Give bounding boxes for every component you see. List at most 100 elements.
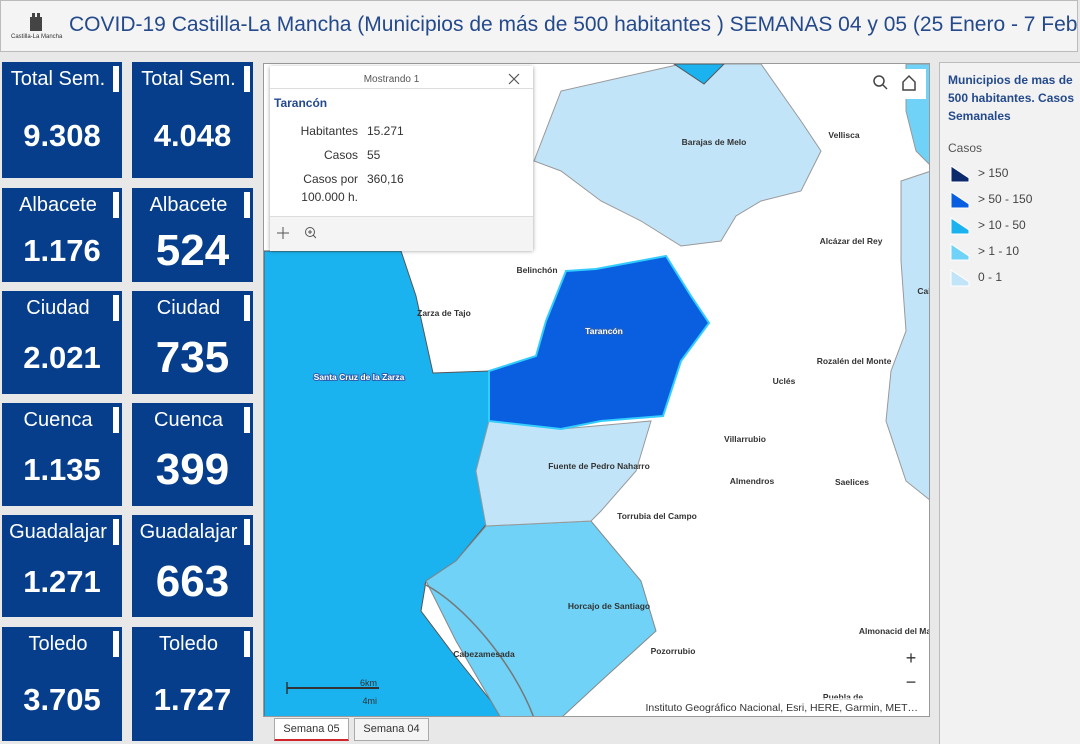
stat-title: Toledo [28, 633, 88, 655]
stat-title: Albacete [19, 194, 97, 216]
popup-header: Mostrando 1 [363, 74, 420, 85]
map-label: Fuente de Pedro Naharro [548, 461, 650, 471]
stat-card: Toledo 3.705 [2, 627, 122, 741]
legend-swatch [950, 217, 970, 235]
stat-title: Total Sem. 05 [141, 68, 236, 90]
region [533, 64, 822, 247]
map-label: Almonacid del Marc [859, 626, 930, 636]
attribution-bg [624, 698, 929, 716]
scrollbar [113, 192, 119, 218]
legend-label: > 50 - 150 [978, 192, 1033, 206]
field-label: Casos por 100.000 h. [301, 172, 358, 204]
popup-footer [270, 216, 533, 251]
stat-card: Guadalajar 663 [132, 515, 253, 617]
legend-subtitle: Casos [948, 141, 983, 155]
map-label: Zarza de Tajo [417, 308, 471, 318]
legend-title: Municipios de mas de 500 habitantes. Cas… [948, 73, 1075, 123]
stat-value: 1.176 [23, 232, 101, 268]
scale-label: 4mi [362, 696, 377, 706]
map-tools [866, 69, 926, 99]
legend-label: > 10 - 50 [978, 218, 1026, 232]
stat-card: Ciudad 735 [132, 291, 253, 394]
scrollbar [113, 66, 119, 92]
selected-region[interactable] [488, 254, 711, 431]
map-label: Cabezamesada [453, 649, 515, 659]
stat-card: Total Sem. 05 4.048 [132, 62, 253, 178]
stat-title: Cuenca [23, 409, 93, 431]
field-label: Casos [323, 148, 358, 162]
legend-label: > 150 [978, 166, 1009, 180]
stat-title: Total Sem. 04 [10, 68, 106, 90]
stat-value: 735 [155, 333, 230, 383]
map-label: Pozorrubio [651, 646, 696, 656]
stat-card: Guadalajar 1.271 [2, 515, 122, 617]
legend: Municipios de mas de 500 habitantes. Cas… [939, 62, 1080, 744]
region [885, 171, 929, 501]
road [423, 583, 535, 716]
legend-swatch [950, 165, 970, 183]
stat-card: Toledo 1.727 [132, 627, 253, 741]
tab[interactable]: Semana 05 [274, 718, 349, 741]
stat-value: 1.271 [23, 563, 101, 599]
stat-title: Guadalajar [9, 521, 107, 543]
stat-value: 9.308 [23, 117, 101, 153]
map-label: Villarrubio [724, 434, 766, 444]
stat-title: Guadalajar [139, 521, 238, 543]
tab[interactable]: Semana 04 [354, 718, 429, 741]
legend-swatch-shape [950, 217, 970, 235]
map-label: Barajas de Melo [682, 137, 747, 147]
scrollbar [113, 519, 119, 545]
zoom-in[interactable]: + [899, 647, 923, 671]
region [673, 64, 725, 85]
scrollbar [113, 295, 119, 321]
stat-card: Albacete 524 [132, 188, 253, 282]
stat-card: Cuenca 399 [132, 403, 253, 506]
stat-title: Ciudad [26, 297, 90, 319]
scrollbar [244, 407, 250, 433]
scrollbar [244, 519, 250, 545]
search-icon[interactable] [873, 75, 885, 87]
legend-swatch-shape [950, 191, 970, 209]
header: Castilla-La Mancha COVID-19 Castilla-La … [0, 0, 1080, 52]
stat-title: Albacete [149, 194, 228, 216]
map-label: Puebla de [823, 692, 863, 702]
map-label: Saelices [835, 477, 869, 487]
scrollbar [244, 192, 250, 218]
map-label: Tarancón [585, 326, 623, 336]
stat-card: Total Sem. 04 9.308 [2, 62, 122, 178]
divider [270, 88, 533, 89]
field-value: 360,16 [367, 172, 404, 186]
legend-swatch [950, 191, 970, 209]
popup-tools[interactable] [276, 226, 316, 242]
map-label: Horcajo de Santiago [568, 601, 650, 611]
region [475, 420, 652, 527]
popup: Mostrando 1 Tarancón Habitantes 15.271 Cas… [270, 66, 533, 251]
stat-card: Albacete 1.176 [2, 188, 122, 282]
stat-title: Toledo [159, 633, 218, 655]
field-label: Habitantes [300, 124, 358, 138]
search-icon [882, 84, 888, 90]
scale-label: 6km [360, 678, 377, 688]
stat-value: 663 [155, 556, 230, 606]
map-label: Torrubia del Campo [617, 511, 697, 521]
logo [30, 13, 42, 31]
close-button[interactable] [508, 73, 520, 85]
field-value: 15.271 [367, 124, 404, 138]
scrollbar [113, 631, 119, 657]
legend-label: > 1 - 10 [978, 244, 1020, 258]
map-label: Alcázar del Rey [820, 236, 883, 246]
map-label: Cal [917, 286, 930, 296]
legend-swatch-shape [950, 269, 970, 287]
map-label: Vellisca [828, 130, 859, 140]
scrollbar [244, 631, 250, 657]
stat-value: 1.135 [23, 452, 101, 488]
map-label: Belinchón [516, 265, 557, 275]
zoom-out[interactable]: − [899, 671, 923, 695]
map-label: Santa Cruz de la Zarza [314, 372, 405, 382]
stat-value: 4.048 [153, 117, 232, 153]
logo-text: Castilla-La Mancha [11, 34, 63, 40]
home-icon[interactable] [902, 74, 916, 91]
legend-swatch [950, 269, 970, 287]
stat-card: Ciudad 2.021 [2, 291, 122, 394]
